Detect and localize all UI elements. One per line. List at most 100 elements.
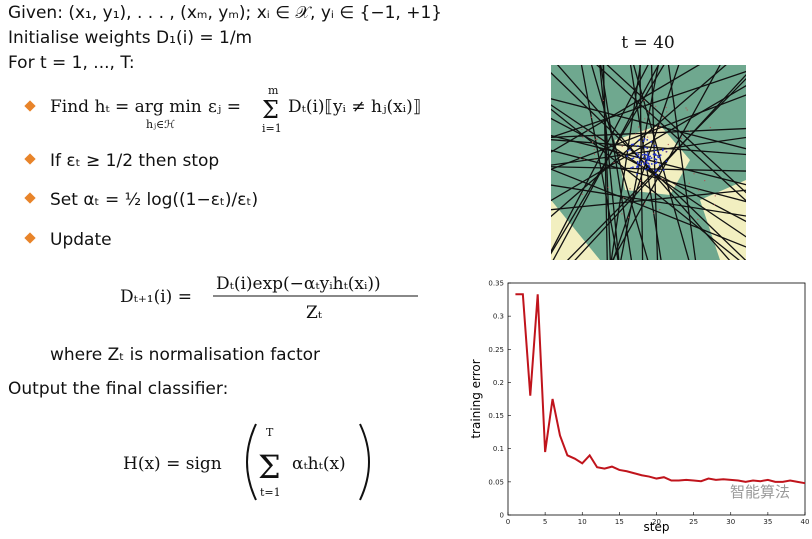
- sample-dot: [643, 99, 645, 102]
- find-lower: i=1: [262, 122, 282, 135]
- sample-dot: [650, 140, 653, 143]
- sample-dot: [635, 152, 638, 154]
- sample-dot: [652, 153, 655, 156]
- sample-dot: [647, 162, 650, 165]
- sample-dot: [659, 154, 662, 157]
- sample-dot: [644, 168, 647, 171]
- sample-dot: [680, 137, 683, 139]
- sample-dot: [665, 106, 667, 109]
- error-line: [515, 293, 806, 485]
- sample-dot: [659, 209, 661, 211]
- y-tick-label: 0: [500, 512, 504, 520]
- set-line: Set αₜ = ½ log((1−εₜ)/εₜ): [50, 190, 258, 210]
- chart: 0 0.05 0.1 0.15 0.2 0.25 0.3 0.35 0 5 10 15 20 25 30 35…: [469, 280, 809, 535]
- sample-dot: [579, 157, 581, 160]
- output-line: Output the final classifier:: [8, 379, 228, 399]
- final-sigma: Σ: [258, 448, 281, 486]
- weak-learner-line: [551, 108, 740, 260]
- sample-dot: [613, 162, 615, 164]
- sample-dot: [581, 128, 583, 131]
- sample-dot: [646, 138, 649, 141]
- sample-dot: [650, 163, 653, 165]
- x-tick-label: 35: [763, 518, 772, 526]
- sample-dot: [635, 155, 638, 157]
- sample-dot: [638, 126, 640, 128]
- sample-dot: [654, 153, 657, 156]
- sample-dot: [646, 147, 649, 149]
- weak-learner-line: [599, 65, 620, 260]
- sample-dot: [643, 137, 646, 140]
- sample-dot: [640, 163, 642, 166]
- update-denominator: Zₜ: [306, 303, 323, 323]
- weak-learner-line: [590, 65, 649, 260]
- sample-dot: [594, 158, 596, 161]
- sample-dot: [661, 178, 663, 180]
- sample-dot: [645, 160, 648, 163]
- sample-dot: [657, 156, 660, 159]
- x-axis-label: step: [644, 520, 670, 534]
- sample-dot: [647, 155, 649, 158]
- sample-dot: [714, 195, 716, 197]
- sample-dot: [643, 163, 646, 166]
- find-sigma: Σ: [262, 96, 279, 124]
- weak-learner-line: [632, 65, 690, 260]
- sample-dot: [643, 161, 646, 163]
- y-tick-label: 0.1: [493, 445, 504, 453]
- sample-dot: [713, 204, 716, 206]
- bullets: [24, 100, 36, 244]
- sample-dot: [629, 148, 632, 151]
- weak-learner-line: [639, 65, 644, 260]
- sample-dot: [655, 173, 657, 176]
- sample-dot: [644, 129, 646, 131]
- weak-learner-line: [667, 65, 697, 260]
- sample-dot: [648, 110, 650, 112]
- x-tick-label: 0: [506, 518, 510, 526]
- find-under: hⱼ∈ℋ: [146, 118, 175, 131]
- sample-dot: [649, 155, 652, 158]
- sample-dot: [665, 160, 668, 163]
- sample-dot: [641, 153, 644, 156]
- sample-dot: [636, 144, 639, 147]
- sample-dot: [638, 139, 641, 141]
- final-lower: t=1: [260, 486, 281, 499]
- weak-learner-line: [551, 189, 746, 211]
- y-tick-label: 0.25: [488, 346, 504, 354]
- stop-line: If εₜ ≥ 1/2 then stop: [50, 151, 219, 171]
- illustration: [551, 65, 746, 260]
- sample-dot: [636, 160, 639, 163]
- y-tick-label: 0.05: [488, 478, 504, 486]
- sample-dot: [581, 193, 583, 195]
- sample-dot: [626, 149, 629, 152]
- x-tick-label: 15: [615, 518, 624, 526]
- sample-dot: [646, 154, 649, 157]
- sample-dot: [642, 156, 645, 159]
- find-lead: Find hₜ = arg min: [50, 97, 202, 117]
- find-rest: Dₜ(i)⟦yᵢ ≠ hⱼ(xᵢ)⟧: [288, 97, 421, 117]
- x-tick-label: 30: [726, 518, 735, 526]
- update-numerator: Dₜ(i)exp(−αₜyᵢhₜ(xᵢ)): [216, 274, 381, 294]
- sample-dot: [646, 151, 649, 154]
- sample-dot: [643, 153, 646, 156]
- sample-dot: [621, 213, 623, 215]
- y-tick-label: 0.35: [488, 280, 504, 288]
- weak-learner-line: [551, 70, 746, 139]
- weak-learner-line: [551, 85, 746, 202]
- sample-dot: [626, 155, 628, 157]
- sample-dot: [650, 157, 653, 159]
- paren-left: [246, 423, 257, 501]
- x-tick-label: 40: [801, 518, 810, 526]
- illustration-title: t = 40: [621, 33, 675, 53]
- weak-learner-line: [551, 94, 746, 171]
- sample-dot: [607, 186, 609, 188]
- sample-dot: [658, 170, 661, 173]
- weak-learner-line: [606, 65, 746, 194]
- sample-dot: [656, 150, 659, 153]
- sample-dot: [629, 188, 631, 190]
- sample-dot: [591, 141, 594, 143]
- y-axis-label: training error: [469, 359, 483, 438]
- sample-dot: [655, 105, 657, 107]
- sample-dot: [644, 158, 647, 161]
- sample-dot: [656, 155, 659, 157]
- weak-learner-line: [629, 65, 662, 260]
